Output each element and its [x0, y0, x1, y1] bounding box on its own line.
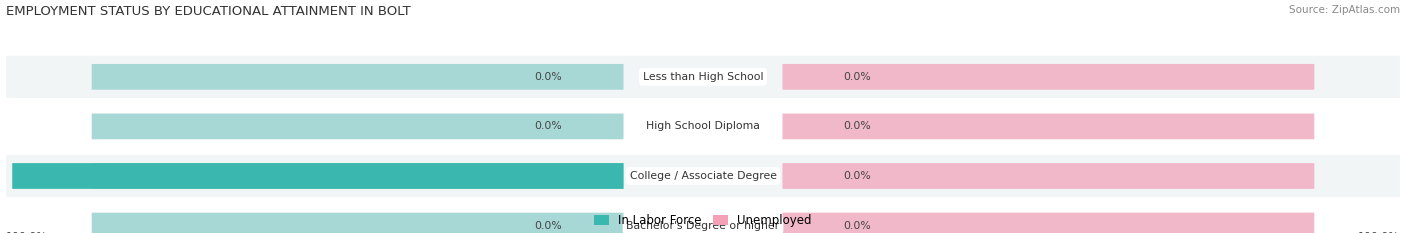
Text: 0.0%: 0.0% [534, 121, 562, 131]
Legend: In Labor Force, Unemployed: In Labor Force, Unemployed [595, 214, 811, 227]
FancyBboxPatch shape [6, 155, 1400, 197]
FancyBboxPatch shape [91, 64, 623, 90]
Text: Bachelor's Degree or higher: Bachelor's Degree or higher [627, 221, 779, 231]
FancyBboxPatch shape [6, 56, 1400, 98]
Text: Source: ZipAtlas.com: Source: ZipAtlas.com [1289, 5, 1400, 15]
FancyBboxPatch shape [783, 113, 1315, 139]
FancyBboxPatch shape [783, 213, 1315, 233]
Text: 0.0%: 0.0% [844, 72, 872, 82]
Text: 0.0%: 0.0% [844, 121, 872, 131]
FancyBboxPatch shape [91, 113, 623, 139]
FancyBboxPatch shape [783, 163, 1315, 189]
Text: Less than High School: Less than High School [643, 72, 763, 82]
Text: High School Diploma: High School Diploma [647, 121, 759, 131]
Text: 0.0%: 0.0% [844, 171, 872, 181]
FancyBboxPatch shape [6, 105, 1400, 147]
FancyBboxPatch shape [91, 163, 623, 189]
Text: 100.0%: 100.0% [1358, 232, 1400, 233]
FancyBboxPatch shape [6, 205, 1400, 233]
Text: 0.0%: 0.0% [534, 221, 562, 231]
Text: 0.0%: 0.0% [534, 72, 562, 82]
FancyBboxPatch shape [783, 64, 1315, 90]
FancyBboxPatch shape [13, 163, 623, 189]
Text: 100.0%: 100.0% [6, 232, 48, 233]
Text: College / Associate Degree: College / Associate Degree [630, 171, 776, 181]
FancyBboxPatch shape [91, 213, 623, 233]
Text: EMPLOYMENT STATUS BY EDUCATIONAL ATTAINMENT IN BOLT: EMPLOYMENT STATUS BY EDUCATIONAL ATTAINM… [6, 5, 411, 18]
Text: 0.0%: 0.0% [844, 221, 872, 231]
